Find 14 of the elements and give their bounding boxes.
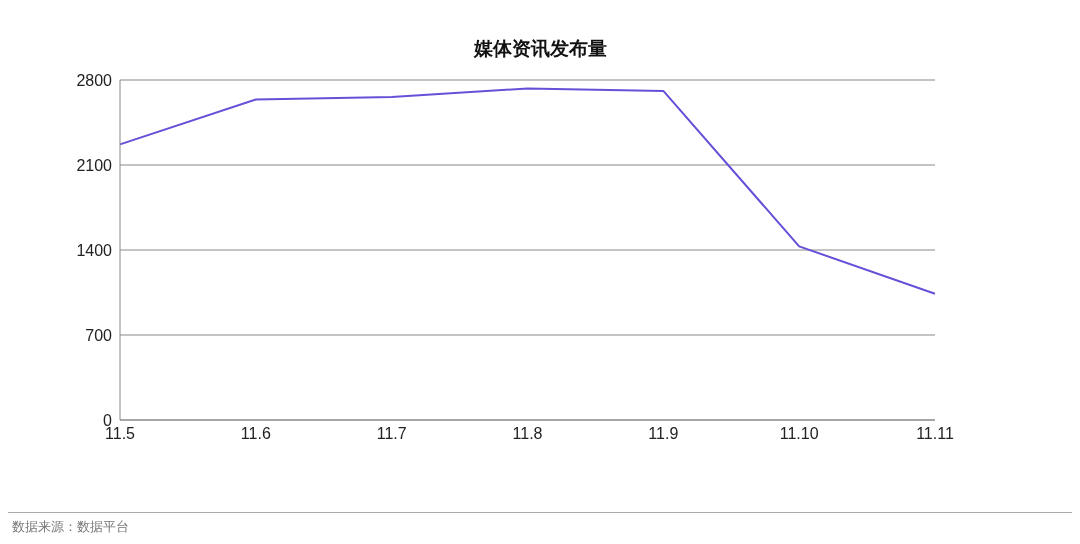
line-series [119,87,936,295]
x-tick-label: 11.9 [648,425,679,443]
y-tick-label: 700 [85,326,113,344]
y-tick-label: 1400 [76,241,113,259]
source-note: 数据来源：数据平台 [12,518,129,536]
x-tick-label: 11.8 [512,425,543,443]
x-tick-label: 11.11 [916,425,954,443]
x-tick-label: 11.6 [240,425,271,443]
y-tick-label: 2800 [76,71,113,89]
x-tick-label: 11.5 [105,425,136,443]
x-tick-label: 11.7 [376,425,407,443]
y-tick-label: 2100 [76,156,113,174]
x-tick-label: 11.10 [779,425,819,443]
chart-title: 媒体资讯发布量 [472,37,608,61]
